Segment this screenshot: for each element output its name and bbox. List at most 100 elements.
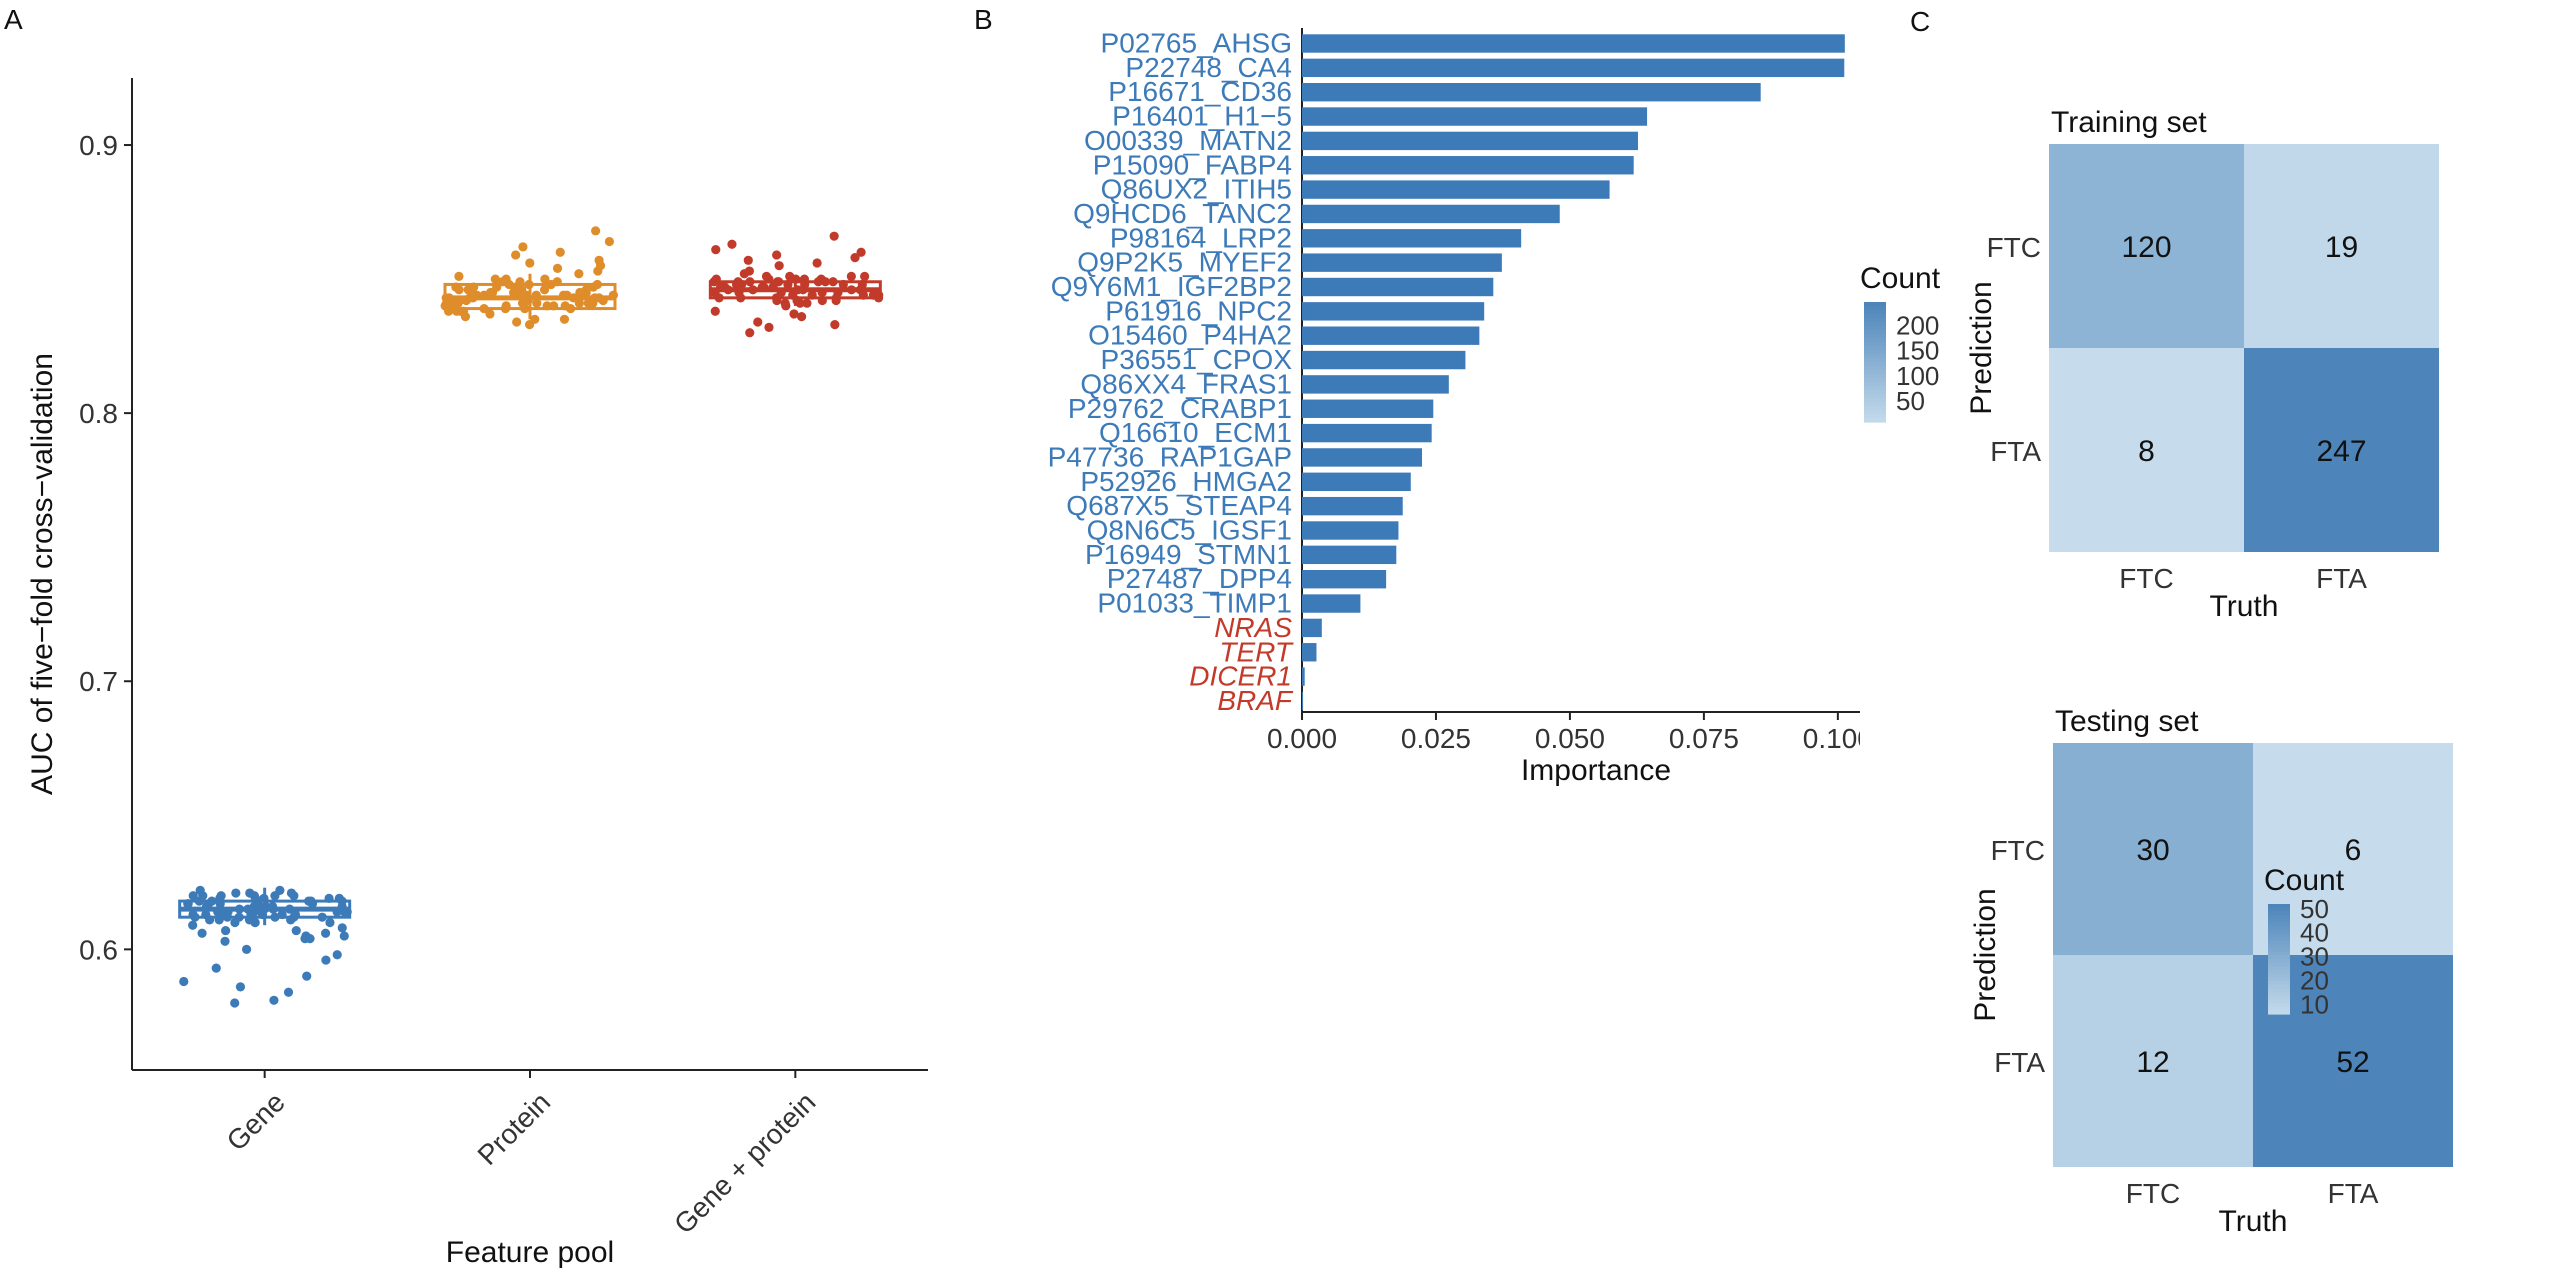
x-tick-label: 0.050 — [1535, 723, 1605, 754]
heatmap-cell — [2049, 348, 2244, 552]
legend-gradient-step — [2268, 933, 2290, 938]
data-point — [710, 306, 720, 316]
legend-tick-label: 200 — [1896, 311, 1939, 341]
data-point — [524, 320, 535, 330]
data-point — [711, 244, 721, 255]
legend-gradient-step — [1864, 314, 1886, 319]
data-point — [812, 258, 822, 268]
importance-bar — [1302, 423, 1432, 443]
panel-label-a: A — [4, 4, 23, 35]
data-point — [321, 955, 331, 965]
importance-bar — [1302, 131, 1638, 151]
data-point — [270, 891, 280, 901]
legend-gradient-step — [2268, 973, 2290, 978]
bar-category-label: TERT — [1219, 636, 1293, 667]
importance-bar — [1302, 570, 1387, 589]
legend-gradient-step — [2268, 970, 2290, 975]
x-tick-label: 0.075 — [1669, 723, 1739, 754]
importance-bar — [1302, 277, 1494, 297]
data-point — [515, 287, 525, 298]
panel-label-c: C — [1910, 6, 1931, 37]
bar-category-label: BRAF — [1217, 685, 1294, 716]
panel-label-b: B — [974, 4, 993, 35]
importance-bar — [1302, 350, 1466, 370]
legend-tick-label: 50 — [2300, 894, 2329, 924]
x-tick-label: FTC — [2119, 563, 2173, 594]
data-point — [846, 271, 856, 281]
legend-tick-label: 20 — [2300, 966, 2329, 996]
legend-gradient-step — [2268, 1006, 2290, 1011]
importance-bar — [1302, 58, 1845, 78]
importance-bar — [1302, 156, 1634, 175]
legend-gradient-step — [2268, 918, 2290, 923]
legend-gradient-step — [1864, 362, 1886, 367]
bar-category-label: P47736_RAP1GAP — [1048, 441, 1292, 472]
legend-gradient-step — [2268, 948, 2290, 953]
legend-gradient-step — [1864, 418, 1886, 423]
legend-gradient-step — [2268, 962, 2290, 967]
data-point — [830, 320, 840, 330]
x-tick-label: FTC — [2126, 1178, 2180, 1209]
bar-category-label: Q9P2K5_MYEF2 — [1077, 247, 1292, 278]
x-axis-title: Feature pool — [446, 1236, 614, 1269]
legend-gradient-step — [2268, 1010, 2290, 1015]
bar-category-label: Q86UX2_ITIH5 — [1101, 174, 1292, 205]
legend-gradient-step — [1864, 378, 1886, 383]
importance-bar — [1302, 399, 1434, 418]
legend-gradient-step — [1864, 330, 1886, 335]
bar-category-label: P01033_TIMP1 — [1097, 588, 1292, 619]
data-point — [518, 242, 528, 252]
data-point — [574, 269, 584, 279]
legend-gradient-step — [2268, 981, 2290, 986]
data-point — [302, 971, 312, 981]
legend-gradient-step — [2268, 1003, 2290, 1008]
legend-gradient-step — [1864, 410, 1886, 415]
legend-gradient-step — [1864, 338, 1886, 343]
data-point — [339, 931, 349, 941]
legend-gradient-step — [1864, 366, 1886, 371]
legend-gradient-step — [1864, 402, 1886, 407]
legend-gradient-step — [1864, 370, 1886, 375]
x-tick-label: 0.100 — [1803, 723, 1860, 754]
heatmap-title: Training set — [2051, 106, 2207, 139]
bar-category-label: Q9Y6M1_IGF2BP2 — [1051, 271, 1292, 302]
data-point — [325, 917, 335, 928]
legend-gradient-step — [2268, 984, 2290, 989]
bar-category-label: O15460_P4HA2 — [1088, 320, 1292, 351]
importance-bar — [1302, 326, 1480, 345]
y-tick-label: FTC — [1987, 232, 2041, 263]
data-point — [745, 328, 755, 338]
y-axis-title: Prediction — [1965, 281, 1998, 414]
data-point — [532, 298, 542, 308]
data-point — [559, 314, 570, 324]
data-point — [796, 312, 807, 322]
legend-gradient-step — [2268, 926, 2290, 931]
importance-bar — [1302, 83, 1761, 102]
bar-category-label: Q9HCD6_TANC2 — [1073, 198, 1292, 229]
legend-gradient-step — [2268, 904, 2290, 909]
importance-bar — [1302, 667, 1305, 686]
data-point — [179, 976, 189, 987]
legend-gradient-step — [2268, 937, 2290, 942]
legend-tick-label: 100 — [1896, 361, 1939, 391]
x-axis-title: Importance — [1521, 754, 1671, 787]
data-point — [289, 891, 299, 901]
data-point — [241, 944, 252, 954]
bar-category-label: P16949_STMN1 — [1085, 539, 1292, 570]
data-point — [300, 934, 310, 944]
data-point — [249, 891, 259, 901]
data-point — [552, 263, 563, 273]
legend-gradient-step — [1864, 334, 1886, 339]
data-point — [511, 250, 521, 260]
data-point — [604, 236, 615, 247]
x-axis-title: Truth — [2210, 590, 2279, 623]
bar-category-label: P27487_DPP4 — [1107, 563, 1292, 594]
legend-tick-label: 50 — [1896, 386, 1925, 416]
y-tick-label: 0.7 — [79, 666, 118, 697]
y-tick-label: FTC — [1991, 835, 2045, 866]
legend-gradient-step — [1864, 350, 1886, 355]
data-point — [743, 255, 753, 265]
heatmap-cell-value: 12 — [2136, 1046, 2169, 1079]
x-tick-label: Gene — [221, 1086, 291, 1156]
data-point — [591, 226, 601, 236]
